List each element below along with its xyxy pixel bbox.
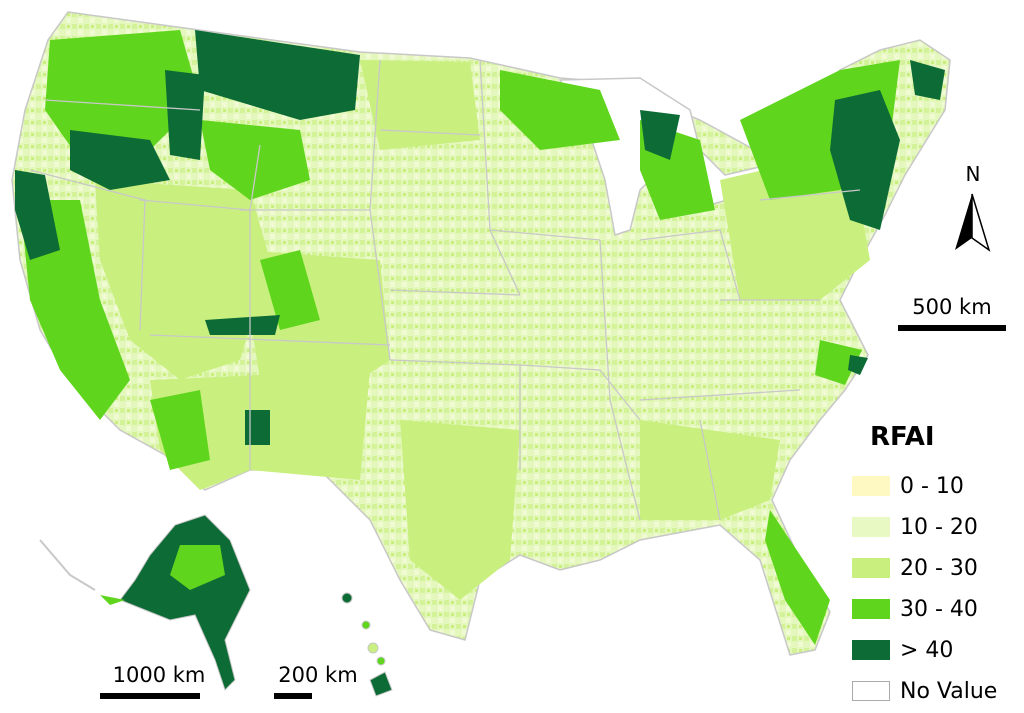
- legend-label: 30 - 40: [900, 596, 978, 622]
- legend-item: 20 - 30: [852, 555, 978, 581]
- legend-label: 20 - 30: [900, 555, 978, 581]
- north-label: N: [965, 162, 981, 186]
- legend-label: 0 - 10: [900, 473, 964, 499]
- north-arrow: N: [948, 162, 998, 186]
- scale-bar-alaska: 1000 km: [100, 663, 218, 699]
- legend-label: > 40: [900, 637, 954, 663]
- scale-label-alaska: 1000 km: [112, 663, 206, 687]
- legend-swatch: [852, 640, 890, 660]
- scale-label-contiguous: 500 km: [912, 295, 992, 319]
- scale-line-contiguous: [898, 325, 1006, 331]
- legend-label: 10 - 20: [900, 514, 978, 540]
- legend-item: No Value: [852, 678, 997, 704]
- legend-swatch: [852, 558, 890, 578]
- legend-swatch: [852, 476, 890, 496]
- state-borders: [29, 59, 861, 521]
- legend-swatch: [852, 681, 890, 701]
- hawaii: [341, 592, 393, 697]
- scale-bar-contiguous: 500 km: [898, 295, 1006, 331]
- legend-label: No Value: [900, 678, 998, 704]
- dark-green-regions: [15, 30, 945, 445]
- legend-swatch: [852, 599, 890, 619]
- legend-item: 10 - 20: [852, 514, 978, 540]
- scale-line-alaska: [100, 693, 200, 699]
- legend-item: 30 - 40: [852, 596, 978, 622]
- legend-item: 0 - 10: [852, 473, 964, 499]
- legend-title: RFAI: [870, 422, 935, 452]
- north-arrow-icon: [955, 193, 991, 252]
- scale-line-hawaii: [274, 693, 312, 699]
- scale-label-hawaii: 200 km: [278, 663, 358, 687]
- legend-item: > 40: [852, 637, 953, 663]
- legend-swatch: [852, 517, 890, 537]
- scale-bar-hawaii: 200 km: [268, 663, 368, 699]
